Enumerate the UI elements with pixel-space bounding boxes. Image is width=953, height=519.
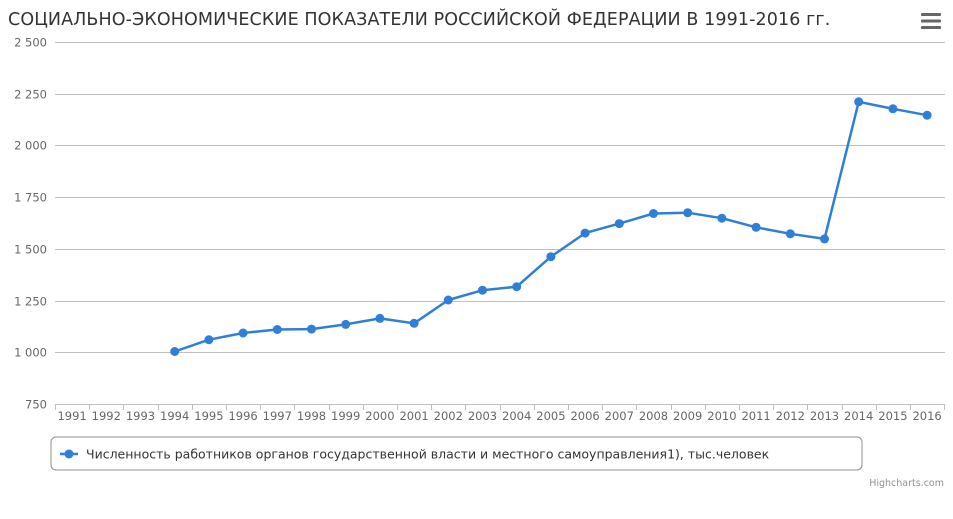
data-point[interactable] bbox=[409, 318, 419, 328]
y-tick-label: 2 500 bbox=[14, 36, 47, 50]
x-tick-label: 1991 bbox=[57, 409, 86, 423]
y-tick-label: 1 000 bbox=[14, 346, 47, 360]
y-tick-label: 750 bbox=[25, 398, 47, 412]
x-tick-label: 2006 bbox=[570, 409, 599, 423]
legend-marker bbox=[64, 449, 74, 459]
data-point[interactable] bbox=[375, 313, 385, 323]
data-point[interactable] bbox=[238, 328, 248, 338]
x-tick-label: 1994 bbox=[160, 409, 189, 423]
data-point[interactable] bbox=[204, 335, 214, 345]
x-tick-label: 1999 bbox=[331, 409, 360, 423]
legend[interactable]: Численность работников органов государст… bbox=[50, 436, 863, 471]
x-tick-label: 1998 bbox=[297, 409, 326, 423]
x-tick-label: 2011 bbox=[741, 409, 770, 423]
x-tick-label: 2005 bbox=[536, 409, 565, 423]
hamburger-menu-icon[interactable] bbox=[920, 12, 942, 30]
series-layer bbox=[170, 97, 932, 356]
x-tick-label: 1995 bbox=[194, 409, 223, 423]
chart-title: СОЦИАЛЬНО-ЭКОНОМИЧЕСКИЕ ПОКАЗАТЕЛИ РОССИ… bbox=[8, 8, 830, 30]
x-tick-label: 2016 bbox=[912, 409, 941, 423]
x-tick-label: 2009 bbox=[673, 409, 702, 423]
data-point[interactable] bbox=[307, 324, 316, 334]
data-point[interactable] bbox=[785, 229, 795, 239]
data-point[interactable] bbox=[649, 209, 658, 218]
data-point[interactable] bbox=[820, 234, 829, 244]
data-point[interactable] bbox=[683, 208, 693, 218]
data-point[interactable] bbox=[512, 282, 522, 292]
grid-lines bbox=[55, 42, 945, 405]
series-line bbox=[174, 100, 928, 353]
data-point[interactable] bbox=[888, 104, 898, 114]
legend-box bbox=[50, 436, 863, 471]
x-tick-label: 1992 bbox=[92, 409, 121, 423]
y-tick-label: 1 750 bbox=[14, 191, 47, 205]
x-tick-label: 2010 bbox=[707, 409, 736, 423]
data-point[interactable] bbox=[272, 325, 282, 334]
data-point[interactable] bbox=[443, 295, 453, 305]
x-tick-label: 2000 bbox=[365, 409, 394, 423]
x-tick-label: 2003 bbox=[468, 409, 497, 423]
x-tick-label: 1997 bbox=[263, 409, 292, 423]
x-axis: 1991 1992 1993 1994 1995 1996 1997 1998 1999 2000… bbox=[55, 404, 945, 423]
data-point[interactable] bbox=[717, 213, 727, 223]
data-point[interactable] bbox=[341, 319, 351, 329]
x-tick-label: 2015 bbox=[878, 409, 907, 423]
data-point[interactable] bbox=[478, 285, 487, 295]
x-tick-label: 2012 bbox=[776, 409, 805, 423]
x-tick-label: 2007 bbox=[605, 409, 634, 423]
data-point[interactable] bbox=[854, 97, 864, 107]
data-point[interactable] bbox=[580, 228, 590, 238]
x-tick-label: 2002 bbox=[434, 409, 463, 423]
y-tick-label: 1 500 bbox=[14, 243, 47, 257]
y-tick-label: 2 250 bbox=[14, 88, 47, 102]
data-point[interactable] bbox=[170, 347, 180, 356]
y-tick-label: 2 000 bbox=[14, 139, 47, 153]
x-tick-label: 2014 bbox=[844, 409, 873, 423]
x-tick-label: 2001 bbox=[399, 409, 428, 423]
y-axis: 750 1 000 1 250 1 500 1 750 2 000 2 250 2 500 bbox=[14, 36, 47, 412]
x-tick-label: 2004 bbox=[502, 409, 531, 423]
credits-link[interactable]: Highcharts.com bbox=[869, 478, 944, 489]
data-point[interactable] bbox=[546, 252, 556, 262]
data-point[interactable] bbox=[751, 222, 761, 232]
x-tick-label: 1993 bbox=[126, 409, 155, 423]
data-point[interactable] bbox=[614, 219, 624, 229]
legend-item-label[interactable]: Численность работников органов государст… bbox=[86, 447, 770, 462]
y-tick-label: 1 250 bbox=[14, 295, 47, 309]
x-tick-label: 2008 bbox=[639, 409, 668, 423]
data-point[interactable] bbox=[922, 110, 932, 120]
x-tick-label: 2013 bbox=[810, 409, 839, 423]
x-tick-label: 1996 bbox=[228, 409, 257, 423]
